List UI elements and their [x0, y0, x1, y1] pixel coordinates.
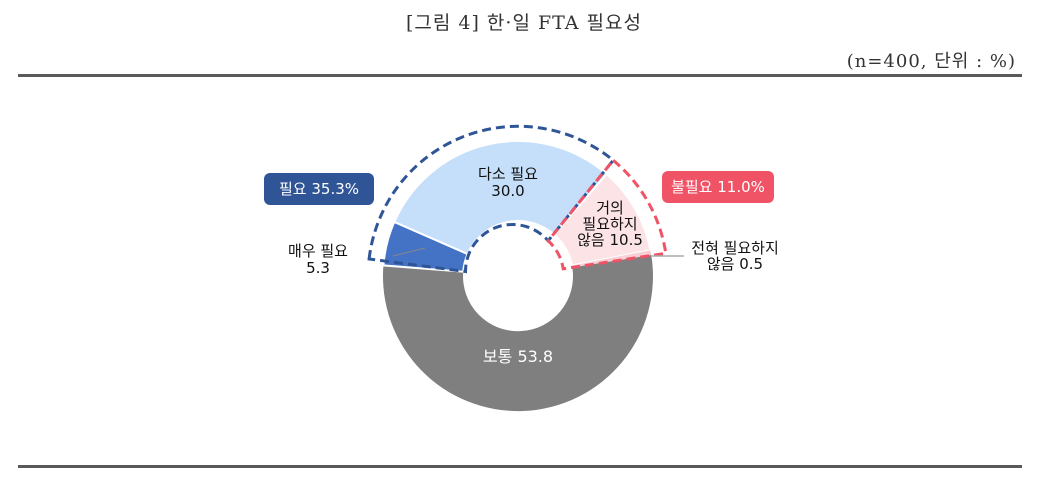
label-very-need-name: 매우 필요 [288, 242, 348, 260]
label-some-need-value: 30.0 [491, 182, 525, 200]
label-very-need: 매우 필요 5.3 [278, 243, 358, 277]
label-not-at-all-line1: 전혀 필요하지 [691, 239, 779, 257]
label-normal: 보통 53.8 [448, 348, 588, 365]
label-not-at-all: 전혀 필요하지 않음 0.5 [680, 240, 790, 272]
label-hardly-need-line1: 거의 [596, 199, 624, 217]
need-total-badge: 필요 35.3% [264, 173, 374, 205]
label-hardly-need-line2: 필요하지 [582, 215, 638, 233]
label-normal-text: 보통 53.8 [482, 347, 554, 366]
leader-line-very-need [392, 247, 426, 257]
no-need-group-outline [546, 158, 668, 271]
label-some-need: 다소 필요 30.0 [458, 166, 558, 200]
no-need-total-label: 불필요 11.0% [671, 178, 765, 196]
label-some-need-name: 다소 필요 [478, 165, 538, 183]
label-hardly-need-line3: 않음 10.5 [577, 231, 643, 249]
unit-note: (n=400, 단위 : %) [846, 51, 1016, 72]
no-need-total-badge: 불필요 11.0% [662, 171, 774, 203]
segment-normal [382, 254, 653, 412]
need-total-label: 필요 35.3% [278, 180, 360, 198]
segment-hardly-need [552, 172, 652, 267]
bottom-rule [18, 465, 1022, 468]
need-group-outline [367, 124, 616, 274]
figure-title: [그림 4] 한·일 FTA 필요성 [405, 12, 642, 34]
label-not-at-all-line2: 않음 0.5 [706, 255, 764, 273]
label-very-need-value: 5.3 [306, 259, 330, 277]
top-rule [18, 74, 1022, 77]
segment-some-need [392, 139, 609, 256]
label-hardly-need: 거의 필요하지 않음 10.5 [570, 200, 650, 248]
